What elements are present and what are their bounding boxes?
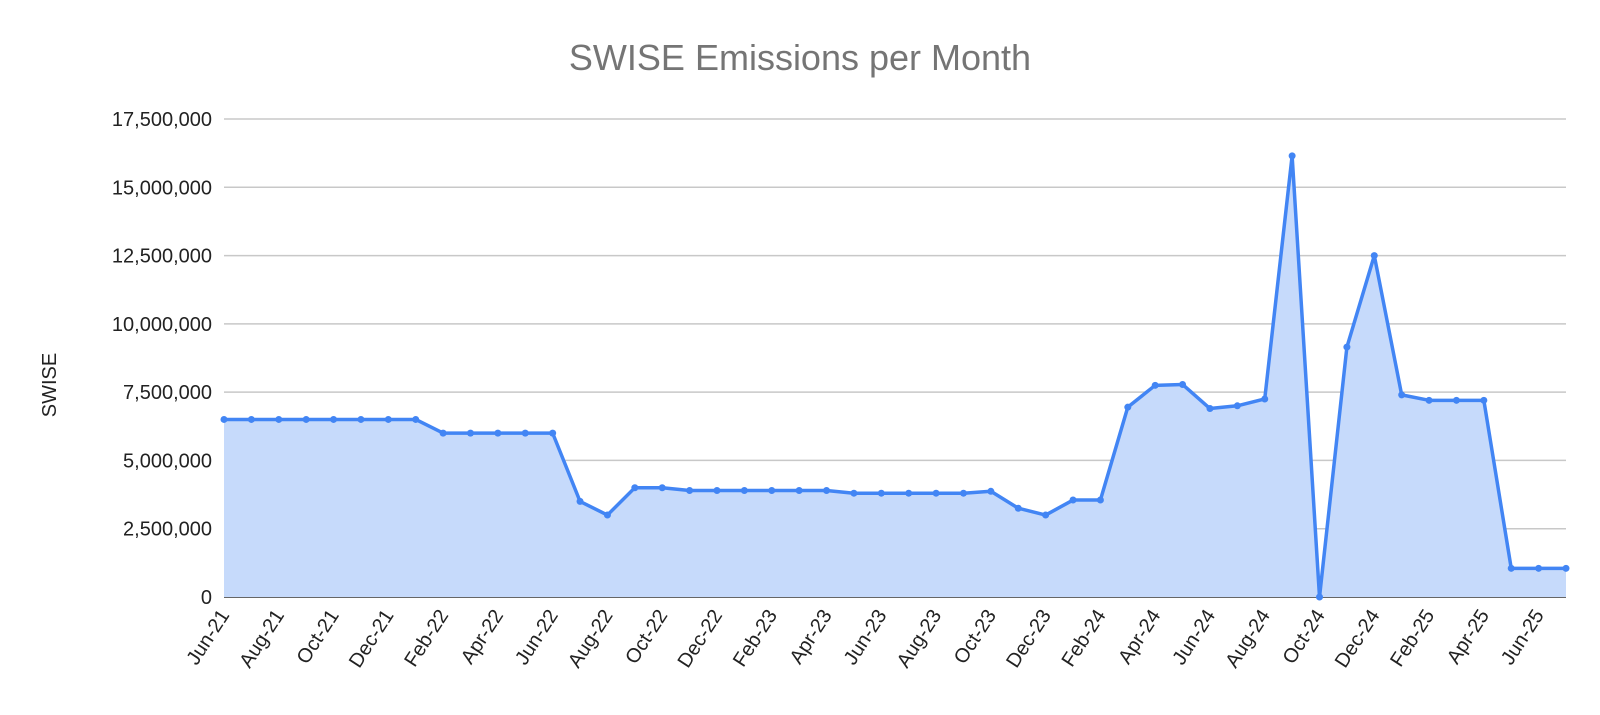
- data-point: [1316, 593, 1324, 601]
- data-point: [1014, 504, 1022, 512]
- data-point: [1480, 396, 1488, 404]
- data-point: [1288, 152, 1296, 160]
- y-tick-label: 10,000,000: [112, 314, 212, 336]
- x-tick-label: Oct-22: [621, 606, 672, 668]
- data-point: [1562, 564, 1570, 572]
- data-point: [384, 415, 392, 423]
- x-tick-label: Aug-22: [564, 606, 618, 672]
- data-point: [850, 489, 858, 497]
- y-tick-label: 17,500,000: [112, 109, 212, 131]
- data-point: [576, 497, 584, 505]
- data-point: [1096, 496, 1104, 504]
- data-point: [357, 415, 365, 423]
- series-line: [224, 154, 1566, 599]
- x-tick-label: Dec-23: [1002, 606, 1056, 672]
- area-layer: [224, 155, 1566, 598]
- data-point: [631, 484, 639, 492]
- x-tick-label: Oct-21: [293, 606, 344, 668]
- data-point: [768, 486, 776, 494]
- data-points: [220, 152, 1570, 601]
- x-tick-label: Oct-24: [1279, 606, 1330, 668]
- x-tick-label: Apr-23: [786, 606, 837, 668]
- data-point: [795, 486, 803, 494]
- x-tick-label: Jun-25: [1497, 606, 1549, 669]
- line-layer: [224, 154, 1566, 599]
- data-point: [1179, 380, 1187, 388]
- data-point: [1535, 564, 1543, 572]
- y-tick-label: 15,000,000: [112, 177, 212, 199]
- data-point: [932, 489, 940, 497]
- data-point: [1452, 396, 1460, 404]
- x-tick-label: Aug-21: [235, 606, 289, 672]
- x-tick-label: Feb-23: [729, 606, 782, 671]
- y-tick-label: 2,500,000: [123, 519, 212, 541]
- data-point: [823, 486, 831, 494]
- data-point: [275, 415, 283, 423]
- data-point: [1398, 391, 1406, 399]
- y-axis-ticks: 0 2,500,000 5,000,000 7,500,000 10,000,000 12…: [112, 109, 212, 609]
- data-point: [740, 486, 748, 494]
- data-point: [330, 415, 338, 423]
- x-tick-label: Feb-22: [400, 606, 453, 671]
- x-tick-label: Apr-25: [1443, 606, 1494, 668]
- data-point: [1206, 405, 1214, 413]
- y-tick-label: 12,500,000: [112, 246, 212, 268]
- data-point: [1425, 396, 1433, 404]
- data-point: [987, 487, 995, 495]
- data-point: [466, 429, 474, 437]
- data-point: [603, 511, 611, 519]
- x-tick-label: Jun-22: [511, 606, 563, 669]
- data-point: [1233, 402, 1241, 410]
- data-point: [1507, 564, 1515, 572]
- x-tick-label: Jun-23: [840, 606, 892, 669]
- series-area: [224, 155, 1566, 598]
- data-point: [1261, 395, 1269, 403]
- x-tick-label: Apr-24: [1114, 606, 1165, 668]
- x-tick-label: Aug-23: [893, 606, 947, 672]
- data-point: [439, 429, 447, 437]
- data-point: [1042, 511, 1050, 519]
- x-tick-label: Dec-24: [1331, 606, 1385, 672]
- data-point: [1069, 496, 1077, 504]
- chart-title: SWISE Emissions per Month: [569, 37, 1031, 78]
- data-point: [1124, 403, 1132, 411]
- x-tick-label: Apr-22: [457, 606, 508, 668]
- data-point: [521, 429, 529, 437]
- data-point: [220, 415, 228, 423]
- data-point: [686, 486, 694, 494]
- data-point: [1151, 381, 1159, 389]
- y-tick-label: 5,000,000: [123, 450, 212, 472]
- x-tick-label: Jun-24: [1168, 606, 1220, 669]
- data-point: [658, 484, 666, 492]
- data-point: [905, 489, 913, 497]
- x-tick-label: Aug-24: [1221, 606, 1275, 672]
- y-axis-label: SWISE: [39, 353, 61, 417]
- data-point: [494, 429, 502, 437]
- data-point: [713, 486, 721, 494]
- x-tick-label: Feb-25: [1386, 606, 1439, 671]
- data-point: [412, 415, 420, 423]
- x-tick-label: Jun-21: [182, 606, 234, 669]
- x-tick-label: Dec-21: [345, 606, 399, 672]
- x-tick-label: Oct-23: [950, 606, 1001, 668]
- x-axis-ticks: Jun-21 Aug-21 Oct-21 Dec-21 Feb-22 Apr-22 Jun-…: [182, 606, 1548, 672]
- data-point: [1343, 343, 1351, 351]
- data-point: [1370, 252, 1378, 260]
- x-tick-label: Feb-24: [1058, 606, 1111, 671]
- data-point: [877, 489, 885, 497]
- y-tick-label: 0: [201, 587, 212, 609]
- data-point: [302, 415, 310, 423]
- data-point: [959, 489, 967, 497]
- x-tick-label: Dec-22: [674, 606, 728, 672]
- data-point: [247, 415, 255, 423]
- data-point: [549, 429, 557, 437]
- y-tick-label: 7,500,000: [123, 382, 212, 404]
